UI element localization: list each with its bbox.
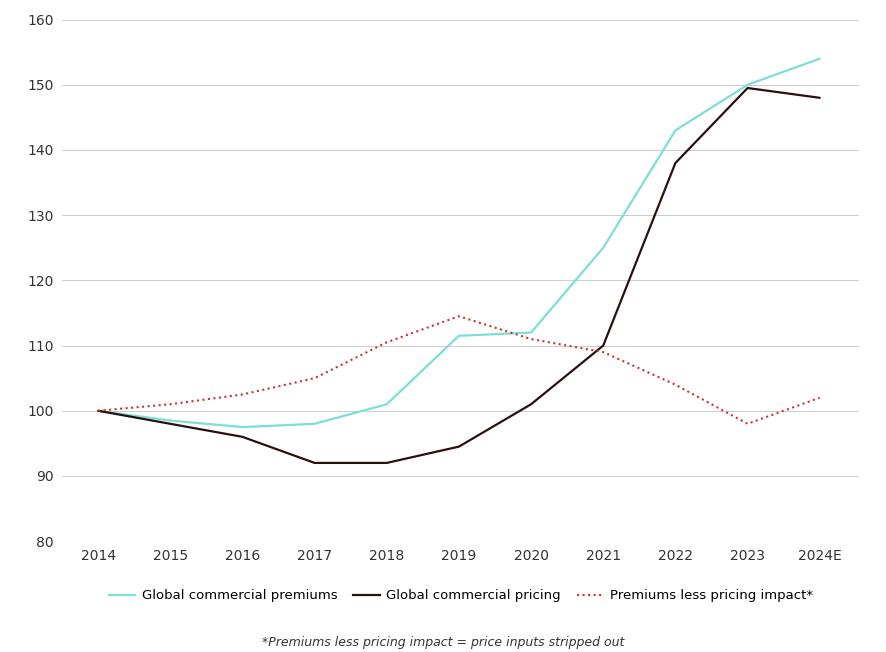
Text: *Premiums less pricing impact = price inputs stripped out: *Premiums less pricing impact = price in… [261, 636, 625, 649]
Legend: Global commercial premiums, Global commercial pricing, Premiums less pricing imp: Global commercial premiums, Global comme… [104, 584, 818, 608]
